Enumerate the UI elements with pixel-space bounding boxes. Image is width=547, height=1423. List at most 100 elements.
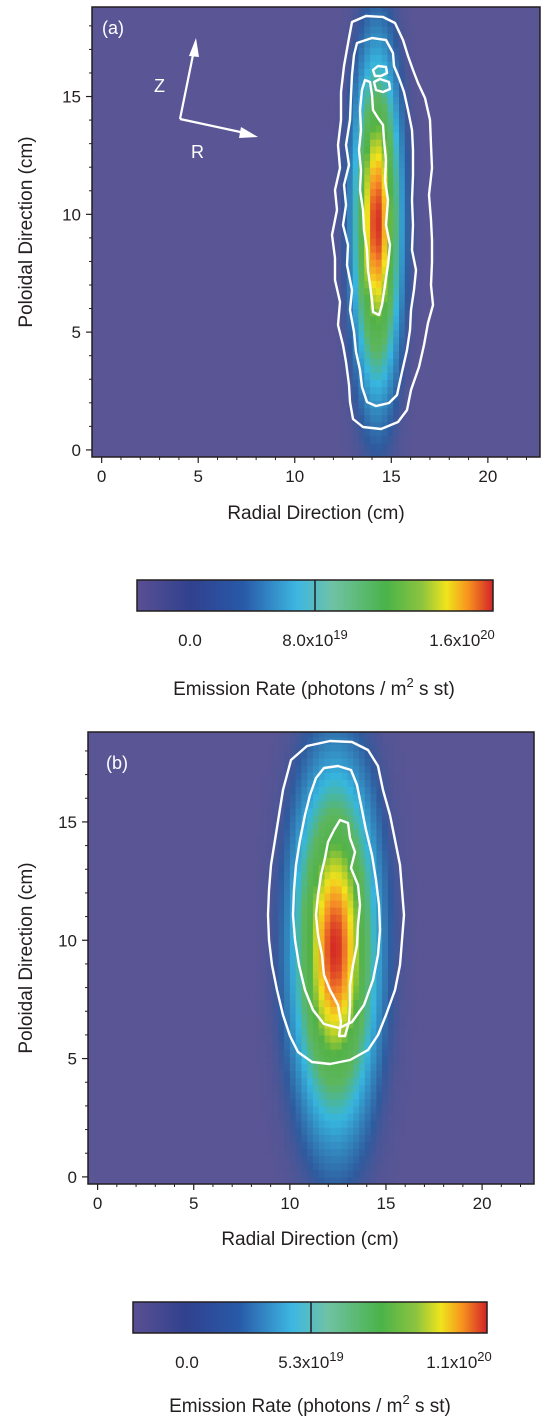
heatmap-cell	[364, 850, 372, 858]
heatmap-cell	[346, 329, 354, 338]
heatmap-cell	[410, 40, 417, 48]
heatmap-cell	[399, 379, 406, 387]
heatmap-cell	[301, 1091, 308, 1100]
heatmap-cell	[404, 322, 412, 331]
heatmap-cell	[266, 1056, 274, 1064]
heatmap-cell	[364, 871, 372, 880]
heatmap-cell	[261, 935, 268, 944]
heatmap-cell	[307, 821, 314, 830]
heatmap-cell	[301, 900, 308, 908]
heatmap-cell	[312, 892, 320, 901]
heatmap-cell	[393, 153, 400, 161]
heatmap-cell	[393, 146, 400, 154]
heatmap-cell	[278, 836, 285, 844]
heatmap-cell	[405, 928, 412, 937]
heatmap-cell	[261, 1098, 268, 1107]
heatmap-cell	[376, 1049, 383, 1057]
heatmap-cell	[301, 857, 308, 866]
heatmap-cell	[272, 1042, 279, 1050]
heatmap-cell	[341, 131, 348, 140]
heatmap-cell	[410, 393, 417, 402]
heatmap-cell	[341, 379, 348, 387]
heatmap-cell	[364, 1148, 372, 1157]
heatmap-cell	[358, 400, 365, 409]
heatmap-cell	[370, 1042, 377, 1050]
heatmap-cell	[370, 393, 377, 402]
heatmap-cell	[341, 110, 348, 119]
heatmap-cell	[399, 230, 406, 239]
heatmap-cell	[364, 732, 372, 738]
heatmap-cell	[324, 758, 331, 766]
heatmap-cell	[405, 1056, 412, 1064]
heatmap-cell	[261, 1091, 268, 1100]
heatmap-cell	[358, 32, 365, 41]
heatmap-cell	[352, 393, 360, 402]
heatmap-cell	[405, 1049, 412, 1057]
heatmap-cell	[312, 1120, 320, 1128]
heatmap-cell	[387, 7, 394, 13]
heatmap-cell	[387, 259, 394, 267]
heatmap-cell	[272, 942, 279, 951]
heatmap-cell	[284, 878, 291, 887]
heatmap-cell	[399, 336, 406, 345]
heatmap-cell	[387, 1042, 395, 1050]
heatmap-cell	[376, 1169, 383, 1178]
heatmap-cell	[318, 978, 326, 986]
heatmap-cell	[307, 1013, 314, 1022]
heatmap-cell	[393, 421, 400, 430]
heatmap-cell	[352, 308, 360, 317]
heatmap-cell	[370, 124, 377, 133]
heatmap-cell	[399, 181, 406, 189]
heatmap-cell	[347, 736, 354, 745]
heatmap-cell	[346, 237, 354, 246]
heatmap-cell	[318, 836, 326, 844]
heatmap-cell	[399, 814, 406, 823]
heatmap-cell	[353, 892, 360, 901]
heatmap-cell	[359, 992, 366, 1000]
heatmap-cell	[405, 1063, 412, 1071]
heatmap-cell	[399, 96, 406, 105]
heatmap-cell	[330, 1113, 337, 1121]
heatmap-cell	[364, 209, 371, 218]
heatmap-cell	[404, 245, 412, 253]
heatmap-cell	[353, 829, 360, 837]
heatmap-cell	[346, 68, 354, 76]
heatmap-cell	[376, 1113, 383, 1121]
heatmap-cell	[393, 230, 400, 239]
heatmap-cell	[399, 1113, 406, 1121]
heatmap-cell	[353, 963, 360, 972]
heatmap-cell	[393, 857, 401, 866]
heatmap-cell	[358, 308, 365, 317]
heatmap-cell	[410, 75, 417, 83]
heatmap-cell	[353, 1056, 360, 1064]
heatmap-cell	[346, 75, 354, 83]
heatmap-cell	[359, 758, 366, 766]
heatmap-cell	[370, 386, 377, 394]
heatmap-cell	[335, 351, 342, 359]
heatmap-cell	[382, 814, 389, 823]
heatmap-cell	[375, 252, 383, 260]
heatmap-cell	[289, 1098, 297, 1107]
heatmap-cell	[364, 96, 371, 105]
heatmap-cell	[346, 379, 354, 387]
heatmap-cell	[393, 814, 401, 823]
heatmap-cell	[370, 885, 377, 894]
heatmap-cell	[399, 68, 406, 76]
heatmap-cell	[411, 978, 418, 986]
heatmap-cell	[261, 843, 268, 851]
heatmap-cell	[312, 765, 320, 773]
heatmap-cell	[272, 750, 279, 759]
heatmap-cell	[347, 928, 354, 937]
heatmap-cell	[301, 750, 308, 759]
heatmap-cell	[341, 322, 348, 331]
heatmap-cell	[341, 850, 349, 858]
heatmap-cell	[266, 1084, 274, 1093]
heatmap-cell	[301, 1042, 308, 1050]
heatmap-cell	[341, 393, 348, 402]
heatmap-cell	[307, 928, 314, 937]
heatmap-cell	[393, 1169, 401, 1178]
heatmap-cell	[278, 857, 285, 866]
heatmap-cell	[284, 949, 291, 958]
heatmap-cell	[358, 11, 365, 20]
heatmap-cell	[399, 821, 406, 830]
